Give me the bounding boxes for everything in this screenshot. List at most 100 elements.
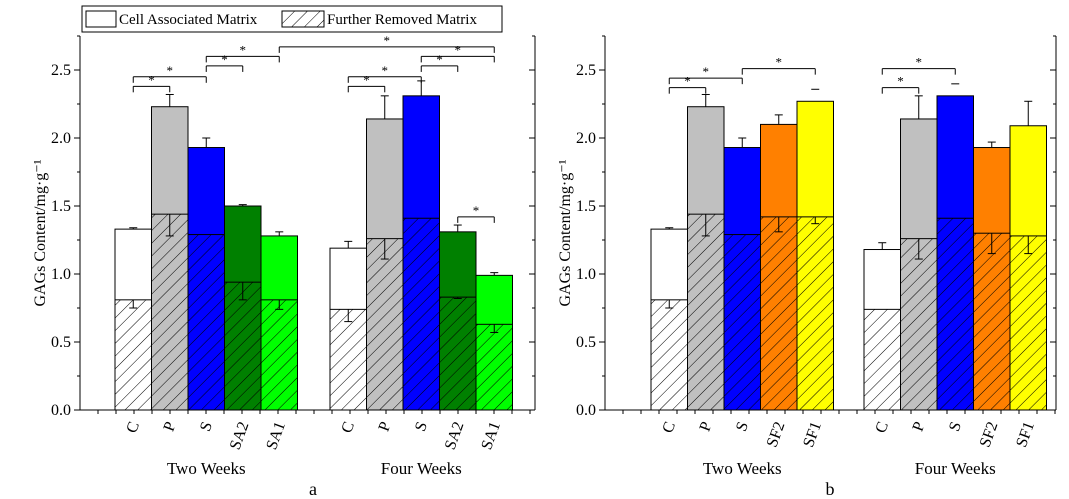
bar-c [329,240,367,411]
bar-cell-associated [475,323,513,411]
bar-p [900,95,938,411]
bar-p [687,93,725,411]
bar-cell-associated [687,213,725,411]
significance-star: * [382,63,389,78]
bar-sf2 [760,114,798,411]
bar-cell-associated [973,232,1011,411]
significance-star: * [436,52,443,67]
bar-cell-associated [723,234,761,411]
group-label: Four Weeks [915,459,996,478]
bar-cell-associated [366,238,404,411]
significance-star: * [776,55,783,70]
x-tick-label: C [659,420,679,436]
significance-bracket: * [205,52,244,72]
x-tick-label: SA2 [442,420,468,453]
significance-bracket: * [132,63,207,83]
legend-swatch-further-removed [281,10,325,28]
bar-s [936,83,974,411]
panel-label: b [826,479,835,499]
significance-bracket: * [347,63,422,83]
bar-cell-associated [863,308,901,411]
legend-label-cell-associated: Cell Associated Matrix [119,12,258,28]
significance-star: * [703,64,710,79]
significance-bracket: * [881,55,956,75]
significance-star: * [148,72,155,87]
x-tick-label: SA1 [263,420,289,453]
significance-star: * [240,42,247,57]
bar-sf1 [1009,100,1047,411]
significance-star: * [363,72,370,87]
y-tick-label: 0.0 [576,402,596,419]
bar-cell-associated [900,238,938,411]
x-tick-label: SF1 [1013,420,1038,450]
panel-b: 0.0 0.5 1.0 1.5 2.0 2.5 GAGs Content/mg·g⁻¹ C P S… [557,35,1057,499]
x-tick-label: S [197,420,216,434]
bar-cell-associated [151,213,189,411]
group-label: Two Weeks [703,459,782,478]
bar-cell-associated [439,296,477,411]
bar-p [151,93,189,411]
y-tick-label: 0.0 [51,402,71,419]
bar-c [114,227,152,411]
y-tick-label: 2.0 [51,130,71,147]
panel-a: 0.0 0.5 1.0 1.5 2.0 2.5 GAGs Content/mg·g⁻¹ C P S… [32,33,536,499]
bar-cell-associated [650,299,688,411]
significance-bracket: * [420,42,495,63]
y-tick-label: 2.5 [51,62,71,79]
bar-s [187,137,225,411]
bar-cell-associated [114,299,152,411]
bar-s [402,80,440,411]
bar-cell-associated [760,216,798,411]
x-tick-label: P [696,419,715,433]
bar-cell-associated [402,217,440,411]
significance-bracket: * [205,42,280,63]
x-tick-label: C [872,420,892,436]
bar-cell-associated [260,299,298,411]
panel-label: a [309,479,317,499]
significance-bracket: * [881,74,920,94]
x-tick-label: P [160,419,179,433]
x-tick-label: P [909,419,928,433]
x-tick-label: SA2 [227,420,253,453]
x-tick-label: S [946,420,965,434]
bar-sa1 [475,272,513,411]
bar-p [366,95,404,411]
bar-sa2 [439,224,477,411]
bar-sf1 [796,88,834,411]
legend-swatch-cell-associated [85,10,117,28]
x-tick-label: SA1 [478,420,504,453]
x-tick-label: S [412,420,431,434]
y-tick-label: 0.5 [576,334,596,351]
y-tick-label: 1.0 [51,266,71,283]
bar-cell-associated [1009,235,1047,411]
x-tick-label: C [123,420,143,436]
bar-cell-associated [224,281,262,411]
significance-star: * [167,63,174,78]
y-tick-label: 1.5 [576,198,596,215]
group-label: Two Weeks [167,459,246,478]
y-axis-label: GAGs Content/mg·g⁻¹ [557,159,574,306]
bar-cell-associated [329,308,367,411]
significance-bracket: * [278,33,495,53]
bar-cell-associated [187,234,225,411]
x-tick-label: C [338,420,358,436]
bar-c [650,227,688,411]
significance-bracket: * [347,72,386,93]
significance-bracket: * [741,55,816,75]
significance-star: * [684,74,691,89]
significance-star: * [916,55,923,70]
x-tick-label: P [375,419,394,433]
significance-star: * [473,203,480,218]
bar-sa1 [260,231,298,411]
significance-bracket: * [420,52,459,72]
significance-star: * [897,74,904,89]
y-tick-label: 0.5 [51,334,71,351]
group-label: Four Weeks [381,459,462,478]
y-axis-label: GAGs Content/mg·g⁻¹ [32,159,49,306]
legend-label-further-removed: Further Removed Matrix [327,12,477,28]
bar-cell-associated [796,216,834,411]
y-tick-label: 1.0 [576,266,596,283]
x-tick-label: SF2 [977,420,1002,450]
significance-bracket: * [457,203,495,223]
